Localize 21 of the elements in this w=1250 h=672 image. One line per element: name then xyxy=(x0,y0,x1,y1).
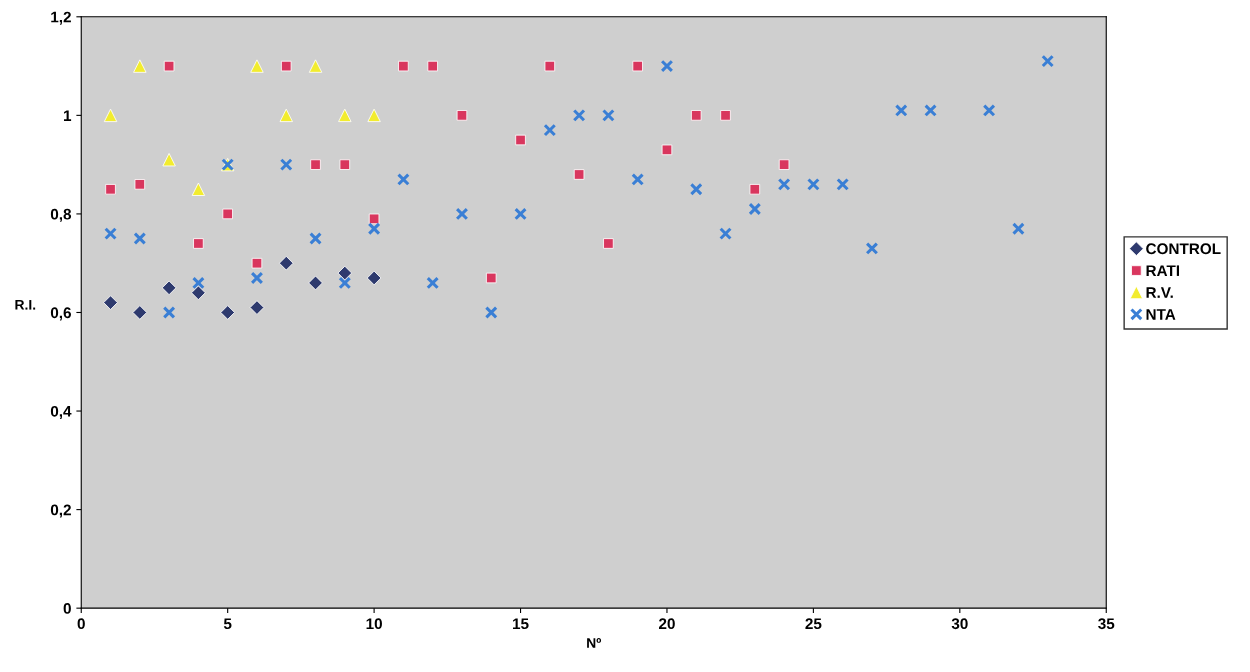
x-tick-label: 15 xyxy=(513,618,529,630)
x-tick-label: 5 xyxy=(223,618,232,630)
legend-label: R.V. xyxy=(1146,287,1173,298)
x-tick-label: 35 xyxy=(1098,618,1115,630)
x-axis-title: Nº xyxy=(587,638,602,648)
legend-label: NTA xyxy=(1146,309,1176,320)
x-tick-label: 20 xyxy=(659,618,675,630)
x-tick-label: 25 xyxy=(805,618,822,630)
y-tick-label: 0,8 xyxy=(50,208,72,222)
x-tick-label: 10 xyxy=(366,618,382,630)
legend-label: CONTROL xyxy=(1146,243,1221,255)
x-tick-label: 30 xyxy=(951,618,968,630)
y-tick-label: 0,4 xyxy=(50,405,72,419)
y-axis-title: R.I. xyxy=(15,300,36,310)
y-tick-label: 0,2 xyxy=(50,504,71,518)
y-tick-label: 1,2 xyxy=(51,11,71,25)
y-tick-label: 1 xyxy=(63,110,72,121)
legend-label: RATI xyxy=(1146,265,1180,276)
y-tick-label: 0,6 xyxy=(50,307,71,321)
y-tick-label: 0 xyxy=(63,603,71,614)
x-tick-label: 0 xyxy=(77,618,85,630)
